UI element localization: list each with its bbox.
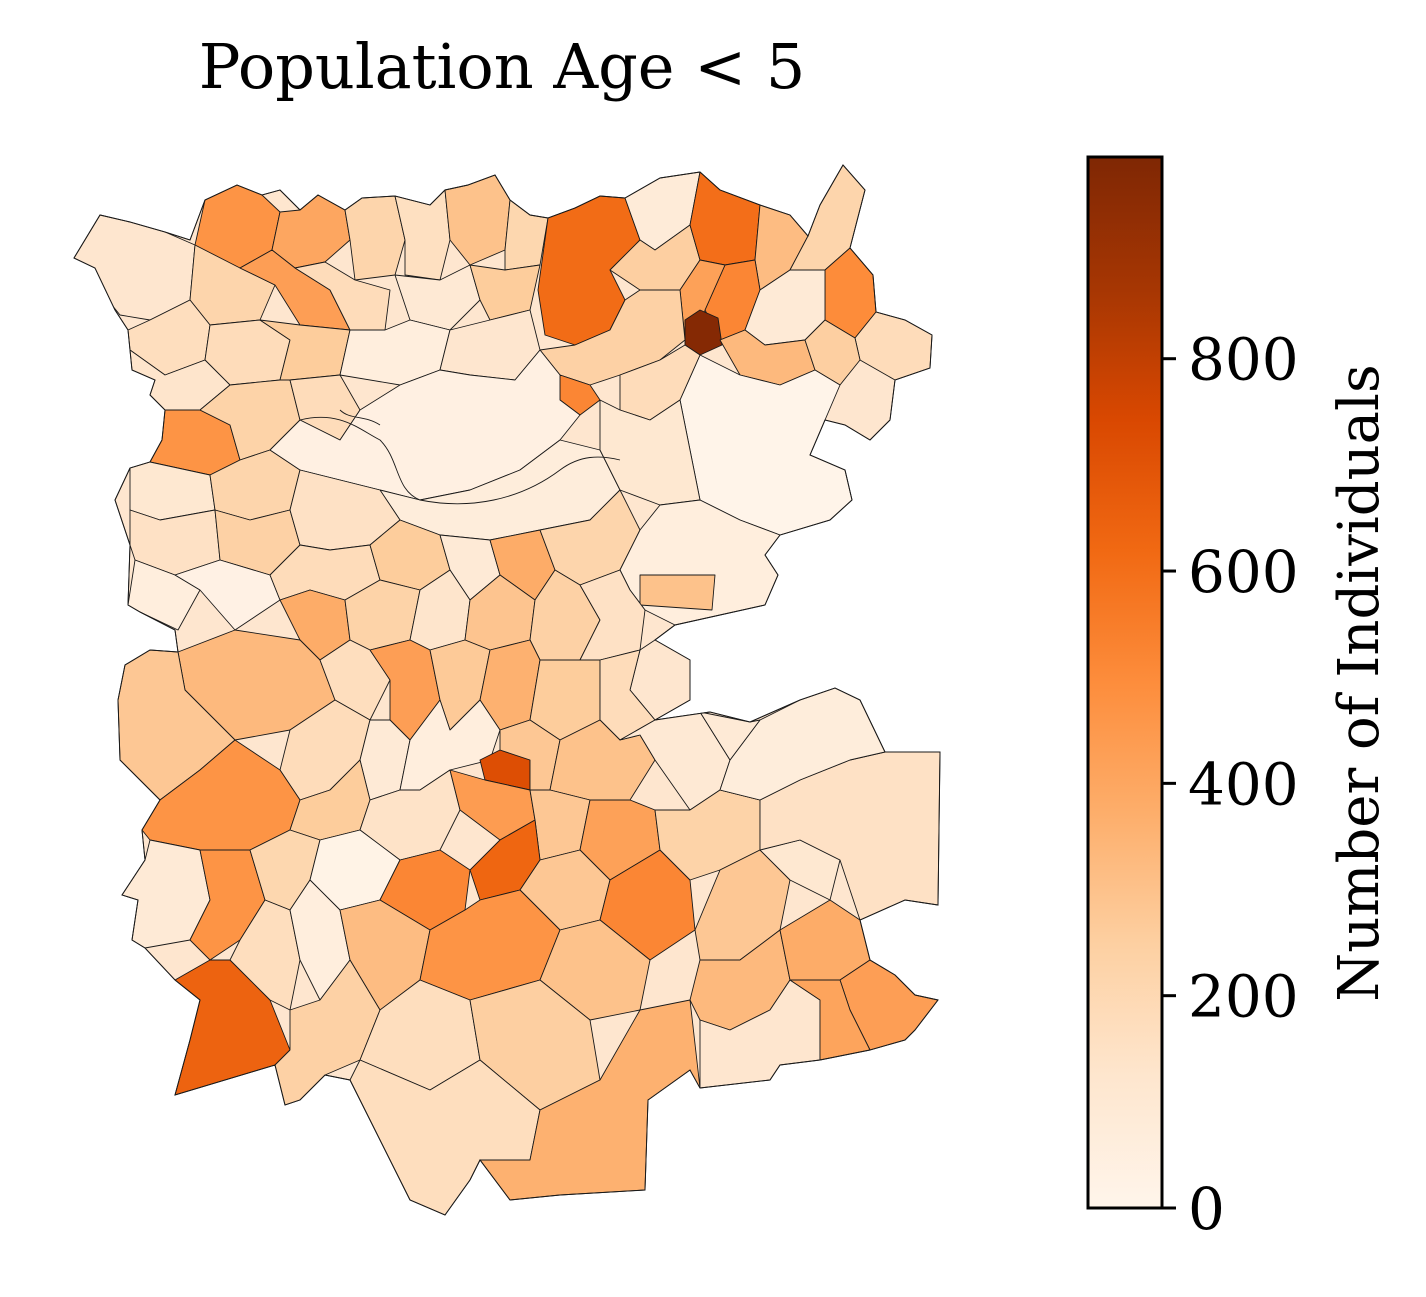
river-line [299,409,621,505]
region-polygons [74,165,940,1215]
colorbar-label: Number of Individuals [1327,364,1392,1001]
colorbar-ticks: 0 200 400 600 800 [1162,326,1299,1243]
map-regions [73,164,941,1216]
region-polygon [344,195,406,281]
colorbar: 0 200 400 600 800 Number of Individuals [1086,155,1392,1243]
colorbar-tick-label: 0 [1188,1175,1225,1243]
region-polygon [294,261,391,331]
region-polygon [74,214,196,321]
colorbar-tick-label: 600 [1188,538,1299,606]
colorbar-gradient [1086,155,1164,1210]
region-polygon [689,171,761,266]
study-area-border [73,164,941,1216]
colorbar-tick-label: 200 [1188,963,1299,1031]
colorbar-tick-label: 400 [1188,750,1299,818]
region-polygon [599,399,701,506]
colorbar-tick-label: 800 [1188,326,1299,394]
map-title: Population Age < 5 [199,30,806,103]
region-polygon [699,711,761,761]
region-polygon [639,574,716,611]
